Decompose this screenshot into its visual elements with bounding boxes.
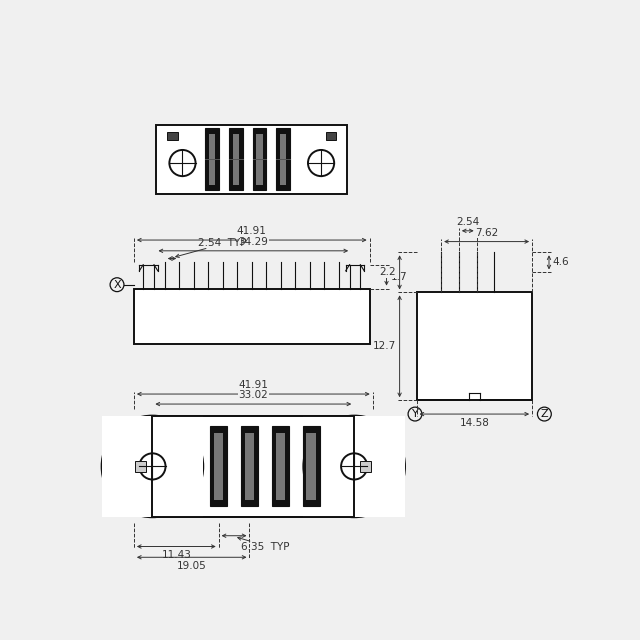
Bar bbox=[102, 415, 204, 517]
Text: Z: Z bbox=[541, 409, 548, 419]
Bar bbox=[135, 461, 147, 472]
Bar bbox=[307, 433, 316, 500]
Bar bbox=[232, 134, 239, 184]
Text: 11.43: 11.43 bbox=[161, 550, 191, 561]
Text: 33.02: 33.02 bbox=[239, 390, 268, 400]
Text: 41.91: 41.91 bbox=[237, 226, 267, 236]
Text: 2.2: 2.2 bbox=[379, 268, 396, 277]
Bar bbox=[276, 433, 285, 500]
Text: 14.58: 14.58 bbox=[460, 418, 489, 428]
Bar bbox=[303, 415, 405, 517]
Bar bbox=[156, 125, 348, 194]
Text: 19.05: 19.05 bbox=[177, 561, 207, 571]
Bar bbox=[205, 129, 219, 190]
Bar bbox=[228, 129, 243, 190]
Circle shape bbox=[303, 415, 405, 517]
Text: 4.6: 4.6 bbox=[553, 257, 570, 268]
Bar bbox=[272, 426, 289, 506]
Text: 2.54  TYP: 2.54 TYP bbox=[198, 237, 247, 248]
Bar bbox=[209, 134, 215, 184]
Text: 41.91: 41.91 bbox=[238, 380, 268, 390]
Bar bbox=[360, 461, 371, 472]
Text: 6.35  TYP: 6.35 TYP bbox=[241, 542, 289, 552]
Text: 12.7: 12.7 bbox=[372, 341, 396, 351]
Bar bbox=[167, 132, 178, 140]
Bar bbox=[276, 129, 291, 190]
Bar bbox=[257, 134, 262, 184]
Bar bbox=[245, 433, 254, 500]
Bar bbox=[214, 433, 223, 500]
Bar bbox=[241, 426, 258, 506]
Text: 1.7: 1.7 bbox=[390, 271, 407, 282]
Bar bbox=[326, 132, 337, 140]
Bar bbox=[134, 289, 369, 344]
Bar bbox=[210, 426, 227, 506]
Circle shape bbox=[102, 415, 204, 517]
Text: 34.29: 34.29 bbox=[238, 237, 268, 247]
Bar bbox=[417, 292, 532, 400]
Text: X: X bbox=[113, 280, 121, 290]
Bar bbox=[303, 426, 319, 506]
Bar bbox=[253, 129, 266, 190]
Bar bbox=[280, 134, 287, 184]
Bar bbox=[152, 415, 354, 517]
Text: 7.62: 7.62 bbox=[475, 228, 499, 237]
Text: 2.54: 2.54 bbox=[456, 217, 479, 227]
Text: Y: Y bbox=[412, 409, 419, 419]
